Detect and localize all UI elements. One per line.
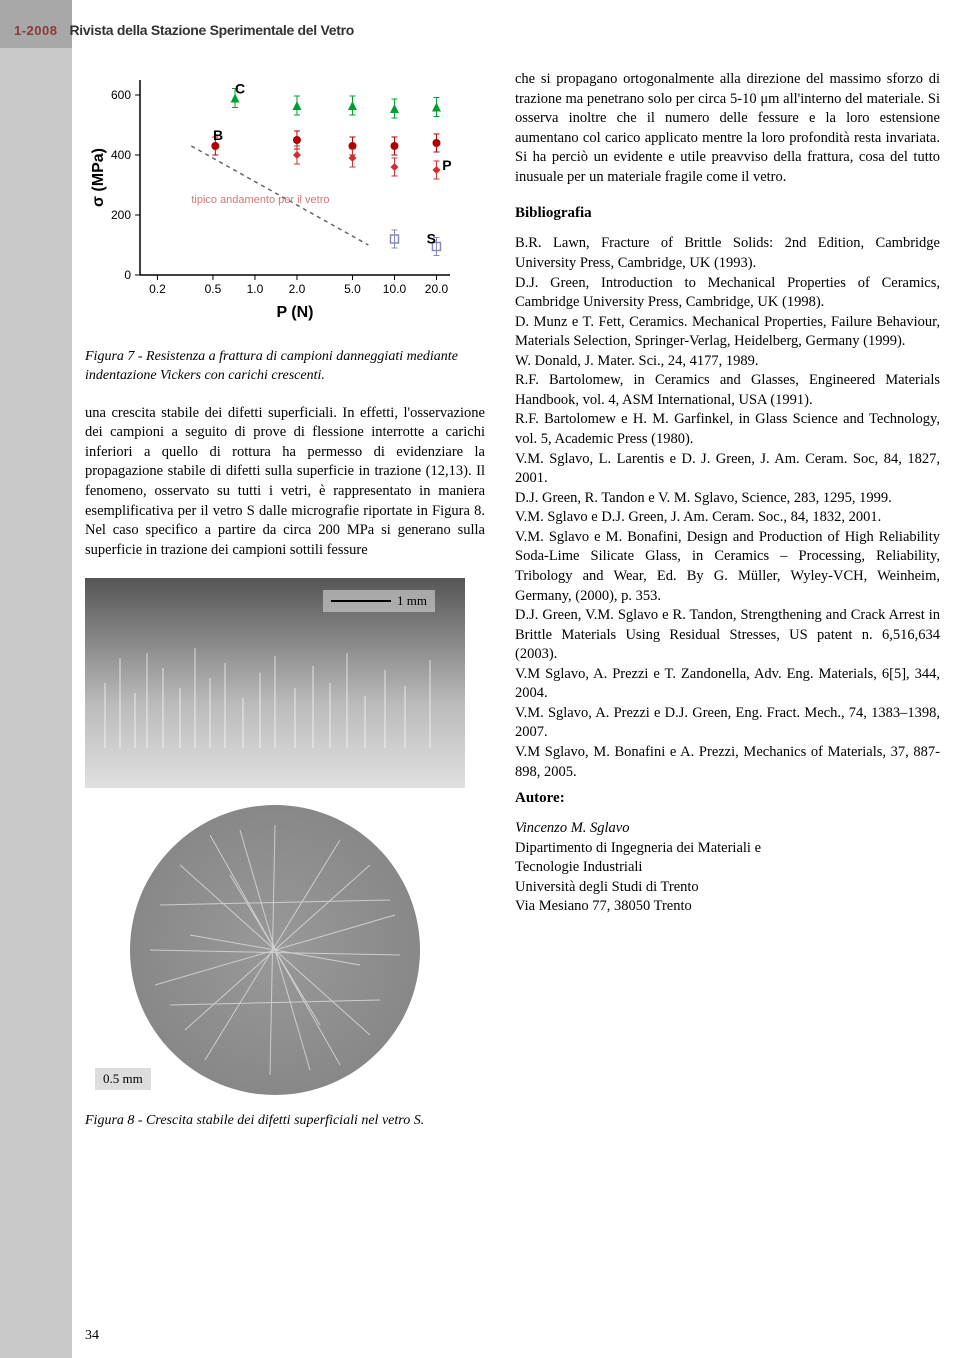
figure-7-chart: 0 200 400 600 0.2 0.5 1.0 2.0 5.0 10.0 20.0 P (N) σ … [85,70,465,330]
svg-text:1.0: 1.0 [247,282,264,296]
author-dept-2: Tecnologie Industriali [515,858,940,878]
left-margin-bar [0,0,72,1358]
svg-text:2.0: 2.0 [289,282,306,296]
reference-item: B.R. Lawn, Fracture of Brittle Solids: 2… [515,234,940,273]
figure-8-micrograph-bottom: 0.5 mm [85,800,465,1100]
chart-svg: 0 200 400 600 0.2 0.5 1.0 2.0 5.0 10.0 20.0 P (N) σ … [85,70,465,330]
right-top-text: che si propagano ortogonalmente alla dir… [515,70,940,187]
bibliography-title: Bibliografia [515,205,940,222]
figure-7-caption: Figura 7 - Resistenza a frattura di camp… [85,348,485,386]
svg-text:600: 600 [111,88,131,102]
author-block: Vincenzo M. Sglavo Dipartimento di Ingeg… [515,819,940,917]
left-body-text: una crescita stabile dei difetti superfi… [85,404,485,561]
svg-text:0.2: 0.2 [149,282,166,296]
reference-item: D.J. Green, Introduction to Mechanical P… [515,274,940,313]
svg-text:5.0: 5.0 [344,282,361,296]
reference-item: V.M Sglavo, M. Bonafini e A. Prezzi, Mec… [515,743,940,782]
figure-8-caption: Figura 8 - Crescita stabile dei difetti … [85,1112,485,1131]
content-columns: 0 200 400 600 0.2 0.5 1.0 2.0 5.0 10.0 20.0 P (N) σ … [85,70,940,1149]
circular-sample [130,805,420,1095]
reference-item: V.M Sglavo, A. Prezzi e T. Zandonella, A… [515,665,940,704]
reference-item: D.J. Green, V.M. Sglavo e R. Tandon, Str… [515,606,940,665]
svg-text:S: S [427,231,436,247]
svg-text:400: 400 [111,148,131,162]
reference-item: W. Donald, J. Mater. Sci., 24, 4177, 198… [515,352,940,372]
svg-text:B: B [213,127,223,143]
reference-item: R.F. Bartolomew, in Ceramics and Glasses… [515,371,940,410]
svg-text:20.0: 20.0 [425,282,449,296]
author-univ: Università degli Studi di Trento [515,878,940,898]
scale-bar-1mm: 1 mm [323,590,435,612]
page-header: 1-2008 Rivista della Stazione Sperimenta… [0,22,354,38]
crack-lines [85,648,465,748]
reference-item: D.J. Green, R. Tandon e V. M. Sglavo, Sc… [515,489,940,509]
author-address: Via Mesiano 77, 38050 Trento [515,897,940,917]
reference-item: R.F. Bartolomew e H. M. Garfinkel, in Gl… [515,410,940,449]
svg-text:P: P [442,157,451,173]
author-title: Autore: [515,790,940,807]
svg-text:200: 200 [111,208,131,222]
svg-text:σ (MPa): σ (MPa) [90,148,107,207]
right-column: che si propagano ortogonalmente alla dir… [515,70,940,1149]
scale-bar-05mm: 0.5 mm [95,1068,151,1090]
author-name: Vincenzo M. Sglavo [515,819,940,839]
svg-text:tipico andamento per il vetro: tipico andamento per il vetro [191,194,329,206]
page-number: 34 [85,1328,99,1344]
svg-text:C: C [235,81,245,97]
figure-8-micrograph-top: 1 mm [85,578,465,788]
author-dept-1: Dipartimento di Ingegneria dei Materiali… [515,839,940,859]
reference-item: V.M. Sglavo, A. Prezzi e D.J. Green, Eng… [515,704,940,743]
svg-text:10.0: 10.0 [383,282,407,296]
reference-list: B.R. Lawn, Fracture of Brittle Solids: 2… [515,234,940,782]
reference-item: V.M. Sglavo, L. Larentis e D. J. Green, … [515,450,940,489]
reference-item: V.M. Sglavo e D.J. Green, J. Am. Ceram. … [515,508,940,528]
scale-bar-label: 1 mm [397,593,427,609]
crack-network [130,805,420,1095]
svg-text:0: 0 [124,268,131,282]
journal-title: Rivista della Stazione Sperimentale del … [69,22,354,38]
reference-item: D. Munz e T. Fett, Ceramics. Mechanical … [515,313,940,352]
reference-item: V.M. Sglavo e M. Bonafini, Design and Pr… [515,528,940,606]
svg-text:P (N): P (N) [276,304,313,321]
left-column: 0 200 400 600 0.2 0.5 1.0 2.0 5.0 10.0 20.0 P (N) σ … [85,70,485,1149]
svg-text:0.5: 0.5 [205,282,222,296]
issue-number: 1-2008 [14,23,57,38]
